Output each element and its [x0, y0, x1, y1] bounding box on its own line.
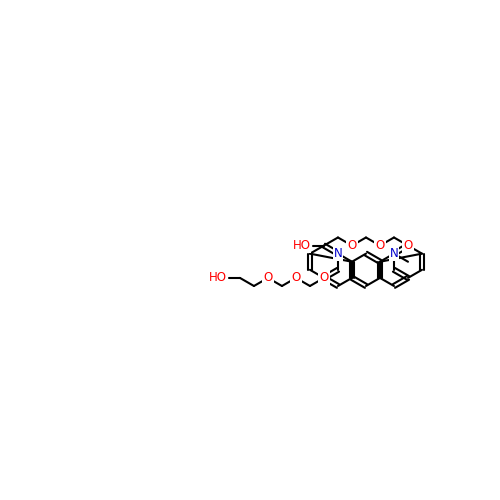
Text: HO: HO: [292, 239, 310, 252]
Text: N: N: [334, 247, 342, 260]
Text: O: O: [320, 272, 328, 284]
Text: N: N: [390, 247, 398, 260]
Text: O: O: [404, 239, 412, 252]
Text: HO: HO: [208, 272, 226, 284]
Text: O: O: [376, 239, 384, 252]
Text: O: O: [292, 272, 300, 284]
Text: O: O: [264, 272, 272, 284]
Text: O: O: [348, 239, 356, 252]
